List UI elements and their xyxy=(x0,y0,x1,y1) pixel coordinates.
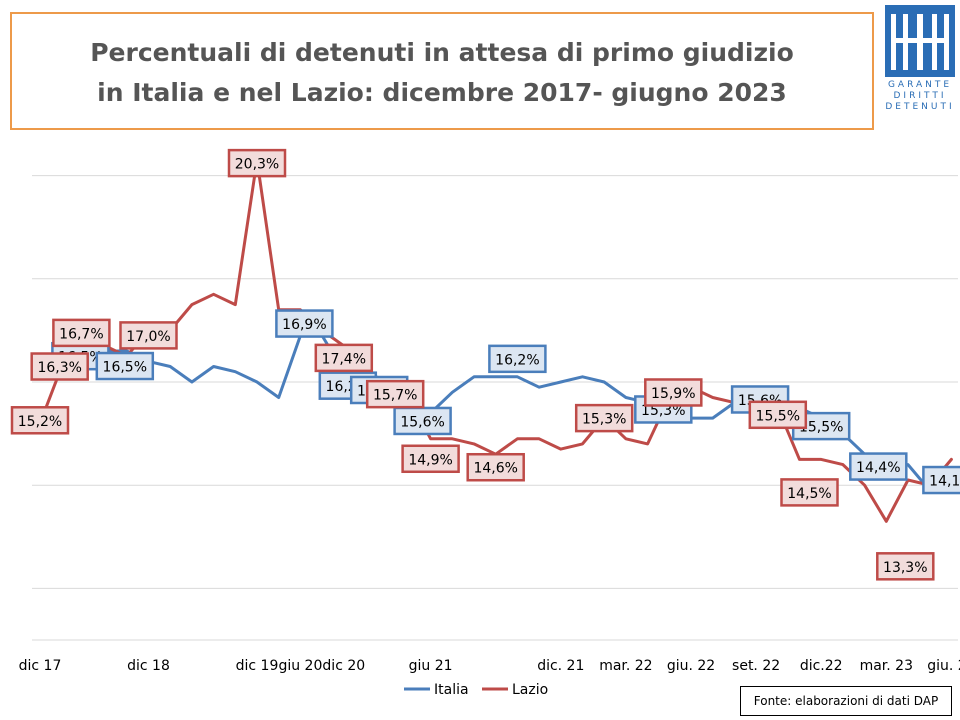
data-label-box-italia xyxy=(488,344,547,374)
logo-text-2: DIRITTI xyxy=(893,91,947,101)
data-label-italia: 14,4% xyxy=(856,460,900,476)
data-label-box-lazio xyxy=(119,321,178,350)
x-tick-label: dic 19 xyxy=(236,658,279,674)
data-label-box-lazio xyxy=(10,406,70,435)
x-tick-label: giu 20 xyxy=(278,658,322,674)
x-tick-label: mar. 22 xyxy=(599,658,652,674)
x-tick-label: giu 21 xyxy=(409,658,453,674)
data-label-lazio: 15,9% xyxy=(651,386,695,402)
logo-text-1: GARANTE xyxy=(887,80,953,90)
data-label-box-lazio xyxy=(466,452,525,482)
data-label-box-italia xyxy=(275,309,334,338)
x-tick-label: giu. 23 xyxy=(927,658,960,674)
data-label-italia: 15,5% xyxy=(799,420,843,436)
data-label-lazio: 17,4% xyxy=(322,351,366,367)
data-label-italia: 16,9% xyxy=(282,317,326,333)
legend-label-lazio: Lazio xyxy=(512,682,548,698)
garante-logo: GARANTE DIRITTI DETENUTI xyxy=(884,4,956,114)
data-label-lazio: 14,6% xyxy=(473,461,517,477)
data-label-lazio: 15,5% xyxy=(756,408,800,424)
x-tick-label: dic.22 xyxy=(800,658,843,674)
data-label-box-lazio xyxy=(227,148,287,178)
data-label-box-lazio xyxy=(314,343,374,373)
data-label-italia: 14,1% xyxy=(929,474,960,490)
data-label-italia: 15,6% xyxy=(400,414,444,430)
data-label-lazio: 14,9% xyxy=(408,452,452,468)
garante-logo-mark xyxy=(885,5,955,77)
source-note: Fonte: elaborazioni di dati DAP xyxy=(740,686,952,716)
x-tick-label: dic 17 xyxy=(19,658,62,674)
data-label-box-lazio xyxy=(574,403,634,433)
data-label-box-italia xyxy=(393,406,452,436)
data-label-lazio: 16,3% xyxy=(37,360,81,376)
data-label-box-lazio xyxy=(876,552,935,581)
data-label-lazio: 15,3% xyxy=(582,412,626,428)
data-label-lazio: 20,3% xyxy=(235,157,279,173)
data-label-box-lazio xyxy=(365,379,425,409)
x-tick-label: dic. 21 xyxy=(537,658,584,674)
data-label-lazio: 13,3% xyxy=(883,560,927,576)
data-label-box-lazio xyxy=(780,478,839,507)
title-box: Percentuali di detenuti in attesa di pri… xyxy=(10,12,874,130)
data-label-box-lazio xyxy=(52,318,111,348)
x-tick-label: giu. 22 xyxy=(667,658,715,674)
x-tick-label: dic 18 xyxy=(127,658,170,674)
data-label-italia: 16,2% xyxy=(495,352,539,368)
logo-text-3: DETENUTI xyxy=(885,102,955,112)
x-tick-label: set. 22 xyxy=(732,658,780,674)
data-label-lazio: 16,7% xyxy=(59,326,103,342)
data-label-lazio: 14,5% xyxy=(787,486,831,502)
data-label-lazio: 15,7% xyxy=(373,388,417,404)
legend-label-italia: Italia xyxy=(434,682,469,698)
data-label-lazio: 17,0% xyxy=(126,329,170,345)
data-label-box-lazio xyxy=(644,378,703,407)
x-tick-label: dic 20 xyxy=(322,658,365,674)
data-label-box-lazio xyxy=(748,400,808,430)
data-label-lazio: 15,2% xyxy=(18,414,62,430)
x-tick-label: mar. 23 xyxy=(860,658,913,674)
chart-title-line-2: in Italia e nel Lazio: dicembre 2017- gi… xyxy=(97,78,787,107)
data-label-italia: 16,5% xyxy=(103,360,147,376)
data-label-box-lazio xyxy=(30,352,89,381)
data-label-italia: 15,3% xyxy=(641,403,685,419)
data-label-box-italia xyxy=(922,465,960,495)
data-label-box-italia xyxy=(95,351,155,381)
chart-title-line-1: Percentuali di detenuti in attesa di pri… xyxy=(90,38,794,67)
data-label-box-italia xyxy=(849,452,908,481)
data-label-box-lazio xyxy=(401,444,460,474)
